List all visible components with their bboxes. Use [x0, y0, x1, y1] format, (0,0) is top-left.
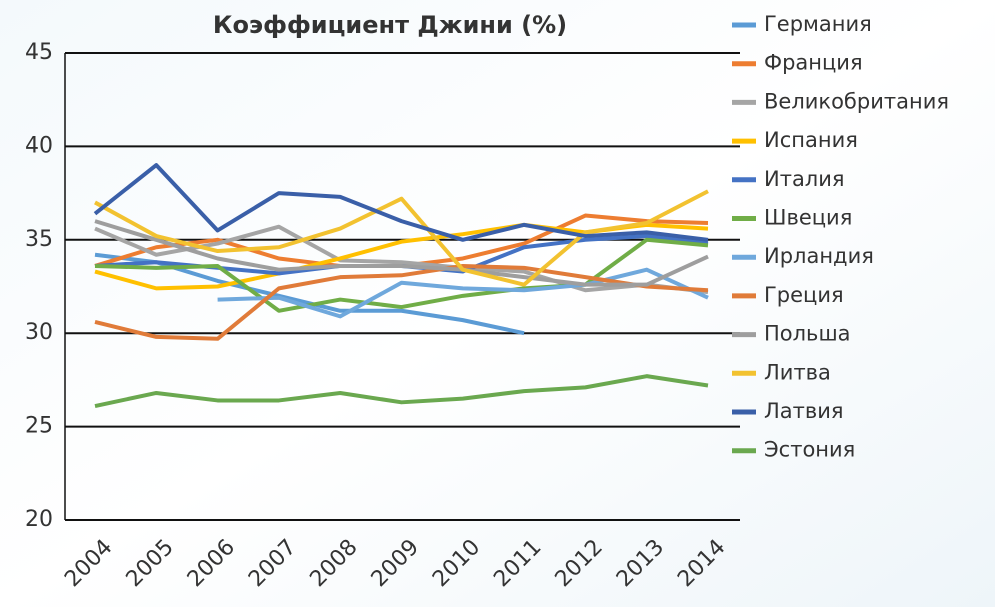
series-line: [94, 219, 709, 287]
legend-label: Греция: [764, 283, 844, 307]
series-line: [94, 374, 709, 409]
legend-label: Испания: [764, 128, 858, 152]
series-line: [94, 189, 709, 287]
y-tick-label: 20: [25, 507, 53, 532]
legend-label: Германия: [764, 12, 872, 36]
y-tick-label: 25: [25, 414, 53, 439]
y-tick-label: 45: [25, 40, 53, 65]
chart-title: Коэффициент Джини (%): [213, 11, 567, 39]
y-tick-label: 40: [25, 133, 53, 158]
legend-label: Ирландия: [764, 244, 874, 268]
legend-label: Латвия: [764, 399, 844, 423]
legend-label: Франция: [764, 51, 863, 75]
legend-label: Польша: [764, 322, 851, 346]
legend-label: Эстония: [764, 438, 855, 462]
y-tick-label: 30: [25, 320, 53, 345]
y-tick-label: 35: [25, 227, 53, 252]
series-line: [94, 263, 709, 341]
legend-label: Литва: [764, 360, 831, 384]
series-line: [93, 163, 709, 242]
series-line: [94, 237, 709, 313]
legend-label: Великобритания: [764, 89, 949, 113]
legend-label: Италия: [764, 167, 845, 191]
series-line: [217, 267, 709, 319]
legend-label: Швеция: [764, 206, 852, 230]
